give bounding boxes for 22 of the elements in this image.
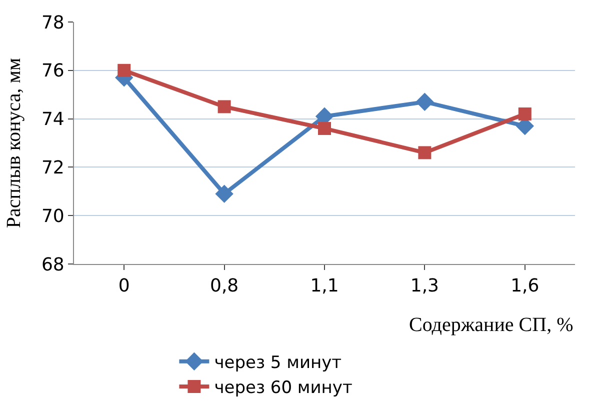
legend-label: через 5 минут xyxy=(214,353,342,374)
x-tick-label: 0 xyxy=(118,276,130,297)
x-axis-title: Содержание СП, % xyxy=(409,314,574,336)
point xyxy=(215,184,234,203)
y-axis-title: Расплыв конуса, мм xyxy=(2,58,25,228)
y-tick-label: 72 xyxy=(41,158,64,178)
y-tick-label: 70 xyxy=(41,206,64,227)
point xyxy=(118,64,131,77)
point xyxy=(418,146,432,160)
y-tick-label: 74 xyxy=(41,109,64,130)
point xyxy=(318,122,331,135)
y-tick-label: 76 xyxy=(41,60,64,82)
x-tick-label: 0,8 xyxy=(210,276,239,297)
y-tick-label: 78 xyxy=(41,12,64,34)
point xyxy=(218,100,231,114)
x-tick-label: 1,6 xyxy=(510,276,540,297)
x-tick-label: 1,1 xyxy=(310,276,339,297)
point xyxy=(518,107,532,120)
point xyxy=(416,92,434,111)
y-tick-label: 68 xyxy=(41,254,64,276)
x-tick-label: 1,3 xyxy=(410,276,440,297)
legend-label: через 60 минут xyxy=(214,378,352,398)
